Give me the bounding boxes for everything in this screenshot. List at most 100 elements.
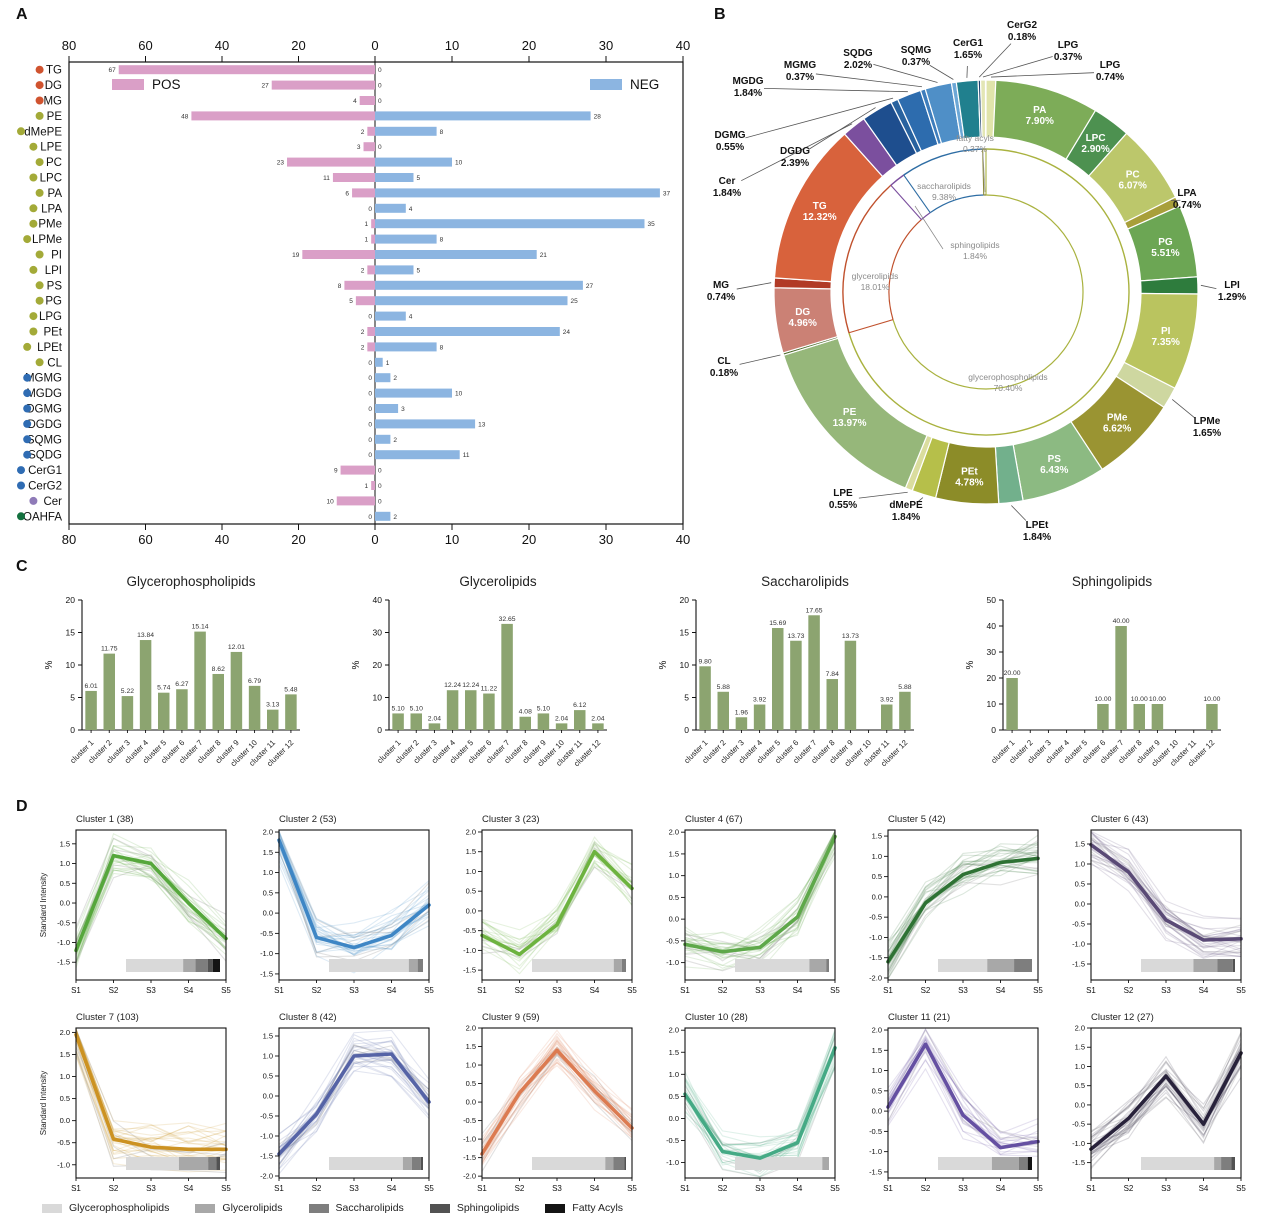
svg-text:S2: S2: [921, 986, 931, 995]
svg-text:0.5: 0.5: [60, 1094, 70, 1103]
svg-text:S3: S3: [958, 986, 968, 995]
svg-text:32.65: 32.65: [499, 616, 516, 623]
svg-text:0.74%: 0.74%: [1173, 200, 1201, 211]
cluster-plot-9: Cluster 9 (59) 2.0 1.5 1.0 0.5 0.0 -0.5 -1.0 -1.…: [463, 1012, 637, 1193]
svg-text:5: 5: [417, 175, 421, 182]
svg-text:-0.5: -0.5: [57, 918, 70, 927]
cluster-title: Cluster 10 (28): [685, 1012, 748, 1023]
category-dot-glycerophospholipids: [35, 281, 44, 290]
svg-text:CerG2: CerG2: [28, 481, 62, 493]
svg-text:PS: PS: [47, 280, 63, 292]
svg-text:-0.5: -0.5: [1072, 1120, 1085, 1129]
svg-text:S5: S5: [1236, 1184, 1246, 1193]
svg-text:10.00: 10.00: [1131, 696, 1148, 703]
svg-text:20: 20: [987, 673, 997, 683]
svg-text:6.62%: 6.62%: [1103, 423, 1131, 434]
svg-text:30: 30: [987, 647, 997, 657]
svg-text:S5: S5: [830, 1184, 840, 1193]
svg-text:DGMG: DGMG: [26, 404, 62, 416]
svg-text:2.04: 2.04: [591, 715, 604, 722]
svg-text:-1.0: -1.0: [463, 1135, 476, 1144]
svg-text:CerG2: CerG2: [1007, 20, 1037, 31]
cluster-plot-5: Cluster 5 (42) 1.5 1.0 0.5 0.0 -0.5 -1.0 -1.5 -2…: [869, 814, 1043, 995]
legend-label: Saccharolipids: [335, 1202, 404, 1214]
legend-swatch: [429, 1203, 450, 1213]
svg-text:S2: S2: [718, 1184, 728, 1193]
svg-text:5.88: 5.88: [717, 684, 730, 691]
panel-c-letter: C: [16, 558, 28, 575]
panel-b-letter: B: [714, 6, 726, 23]
svg-text:-1.0: -1.0: [260, 949, 273, 958]
svg-text:1.0: 1.0: [1075, 1062, 1085, 1071]
bar-row-PG: PG 5 25: [35, 296, 578, 308]
svg-text:S3: S3: [349, 986, 359, 995]
svg-text:0.5: 0.5: [1075, 880, 1085, 889]
mean-line: [1089, 842, 1243, 942]
svg-text:S2: S2: [718, 986, 728, 995]
category-dot-saccharolipids: [17, 466, 25, 475]
svg-text:dMePE: dMePE: [24, 126, 62, 138]
svg-text:SQDG: SQDG: [843, 48, 873, 59]
cluster-plot-10: Cluster 10 (28) 2.0 1.5 1.0 0.5 0.0 -0.5 -1.0 S1…: [666, 1012, 840, 1193]
mean-line: [480, 1048, 634, 1156]
svg-text:S2: S2: [109, 1184, 119, 1193]
bar-cluster 4: [753, 704, 766, 730]
svg-text:11.75: 11.75: [101, 646, 118, 653]
svg-text:S5: S5: [221, 1184, 231, 1193]
svg-text:LPMe: LPMe: [1194, 416, 1221, 427]
svg-text:S1: S1: [680, 1184, 690, 1193]
svg-text:1.65%: 1.65%: [954, 50, 982, 61]
svg-text:6.07%: 6.07%: [1119, 180, 1147, 191]
svg-text:S5: S5: [1236, 986, 1246, 995]
svg-text:PE: PE: [843, 407, 857, 418]
svg-text:1.5: 1.5: [669, 1048, 679, 1057]
svg-text:2.04: 2.04: [428, 715, 441, 722]
svg-text:0: 0: [684, 725, 689, 735]
svg-text:13.73: 13.73: [842, 633, 859, 640]
svg-text:11: 11: [463, 452, 470, 459]
svg-text:6.27: 6.27: [175, 681, 188, 688]
svg-text:Glycerolipids: Glycerolipids: [459, 574, 537, 589]
svg-text:7.90%: 7.90%: [1026, 116, 1054, 127]
svg-text:Cer: Cer: [719, 176, 736, 187]
bar-cluster 6: [176, 689, 188, 730]
svg-text:10: 10: [987, 699, 997, 709]
svg-text:SQDG: SQDG: [28, 450, 62, 462]
category-dot-saccharolipids: [23, 435, 32, 444]
svg-text:9.80: 9.80: [698, 658, 711, 665]
svg-text:5.74: 5.74: [157, 685, 170, 692]
bar-row-dMePE: dMePE 2 8: [17, 126, 444, 138]
cluster-title: Cluster 8 (42): [279, 1012, 337, 1023]
bar-cluster 8: [212, 673, 224, 730]
svg-text:1.65%: 1.65%: [1193, 428, 1221, 439]
svg-text:6: 6: [345, 190, 349, 197]
svg-text:40: 40: [676, 532, 690, 547]
svg-text:S2: S2: [1124, 1184, 1134, 1193]
bar-cluster 1: [392, 713, 404, 730]
svg-text:3.13: 3.13: [266, 702, 279, 709]
svg-text:70.40%: 70.40%: [994, 383, 1023, 393]
svg-text:SQMG: SQMG: [901, 45, 932, 56]
svg-text:-1.0: -1.0: [869, 1147, 882, 1156]
svg-text:5.51%: 5.51%: [1151, 248, 1179, 259]
svg-text:2.90%: 2.90%: [1081, 144, 1109, 155]
svg-text:6.12: 6.12: [573, 702, 586, 709]
svg-text:2: 2: [361, 329, 365, 336]
svg-text:Sphingolipids: Sphingolipids: [1072, 574, 1153, 589]
legend-item-Glycerolipids: Glycerolipids: [195, 1202, 283, 1214]
svg-text:S1: S1: [883, 986, 893, 995]
svg-text:MGMG: MGMG: [25, 373, 62, 385]
svg-text:13.84: 13.84: [137, 632, 154, 639]
svg-text:0.5: 0.5: [466, 1079, 476, 1088]
svg-text:glycerophospholipids: glycerophospholipids: [968, 372, 1047, 382]
svg-text:2.0: 2.0: [263, 828, 273, 837]
bar-cluster 9: [1151, 704, 1164, 730]
svg-text:glycerolipids: glycerolipids: [852, 271, 899, 281]
svg-text:8: 8: [440, 237, 444, 244]
svg-text:10: 10: [445, 532, 459, 547]
svg-text:20: 20: [522, 532, 536, 547]
svg-text:S1: S1: [477, 1184, 487, 1193]
legend-label: Glycerolipids: [222, 1202, 283, 1214]
svg-text:saccharolipids: saccharolipids: [917, 181, 971, 191]
